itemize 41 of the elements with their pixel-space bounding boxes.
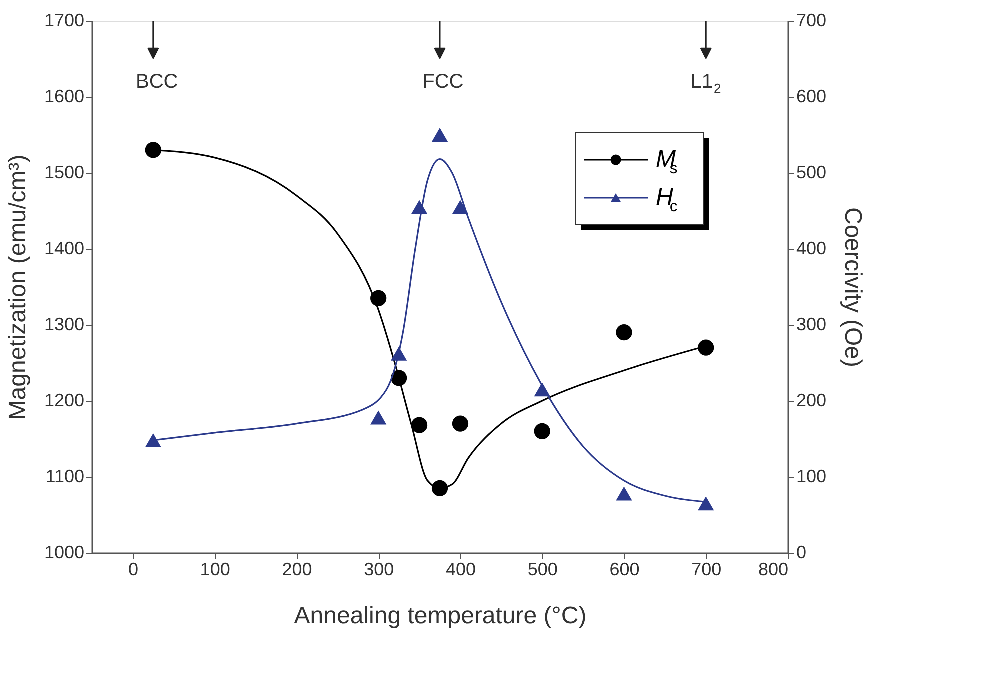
y-tick-label: 1000 [44, 542, 84, 562]
y-tick-label: 1600 [44, 86, 84, 106]
y2-tick-label: 300 [796, 314, 827, 334]
x-tick-label: 700 [692, 560, 722, 580]
y-tick-label: 1200 [44, 390, 84, 410]
x-tick-label: 800 [758, 560, 788, 580]
point [616, 324, 632, 341]
point [432, 128, 448, 142]
y-tick-label: 1100 [46, 466, 84, 486]
x-tick-label: 100 [200, 560, 230, 580]
point [145, 142, 162, 158]
y2-tick-label: 400 [796, 238, 827, 258]
point [145, 434, 162, 448]
ref-line-label: BCC [136, 71, 178, 94]
point [452, 416, 469, 432]
y2-tick-label: 100 [796, 466, 827, 486]
y2-tick-label: 500 [796, 162, 827, 182]
y2-axis-title: Coercivity (Oe) [840, 207, 867, 368]
x-tick-label: 500 [528, 560, 558, 580]
x-tick-label: 600 [610, 560, 640, 580]
point [698, 340, 714, 356]
x-tick-label: 200 [282, 560, 312, 580]
point [616, 486, 632, 501]
y-tick-label: 1700 [44, 10, 84, 30]
x-tick-label: 400 [446, 560, 476, 580]
x-tick-label: 300 [364, 560, 394, 580]
point [370, 410, 387, 425]
y-tick-label: 1400 [44, 238, 84, 258]
y2-tick-label: 600 [796, 86, 827, 106]
y2-tick-label: 0 [796, 542, 807, 562]
y-tick-label: 1300 [44, 314, 84, 334]
ref-line-label: FCC [422, 71, 464, 94]
y-axis-title: Magnetization (emu/cm³) [4, 154, 32, 420]
x-tick-label: 0 [128, 560, 138, 580]
point [698, 496, 714, 511]
point [534, 423, 550, 440]
y2-tick-label: 700 [796, 10, 827, 30]
y2-tick-label: 200 [796, 390, 827, 410]
point [411, 417, 428, 434]
x-axis-title: Annealing temperature (°C) [294, 602, 587, 630]
y-tick-label: 1500 [44, 162, 84, 182]
